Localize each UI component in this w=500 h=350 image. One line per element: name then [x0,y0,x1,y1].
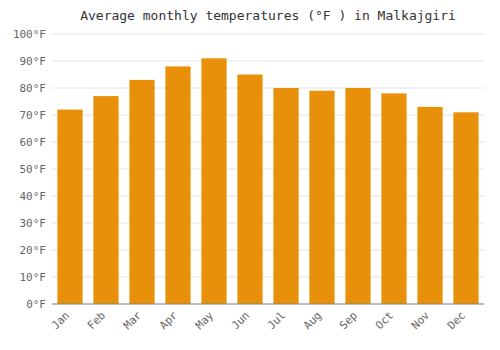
bars [57,58,478,304]
y-grid [52,34,484,304]
bar [345,88,370,304]
y-tick-label: 50°F [20,163,47,176]
bar [273,88,298,304]
chart-container: Average monthly temperatures (°F ) in Ma… [0,0,500,350]
x-tick-labels: Jan Feb Mar Apr May Jun Jul Aug Sep Oct Nov Dec [49,309,468,333]
x-tick-label: Sep [337,309,360,332]
x-tick-label: Jul [265,309,288,332]
y-tick-label: 10°F [20,271,47,284]
y-tick-label: 60°F [20,136,47,149]
y-tick-label: 70°F [20,109,47,122]
bar [129,80,154,304]
x-tick-label: Oct [373,309,396,332]
bar [201,58,226,304]
x-tick-label: Aug [301,309,324,332]
x-tick-label: Nov [409,309,433,333]
bar [309,91,334,304]
x-tick-label: Jun [229,309,252,332]
grid-line [52,304,484,305]
chart: Average monthly temperatures (°F ) in Ma… [0,0,500,350]
x-tick-label: May [193,309,217,333]
y-tick-labels: 0°F 10°F 20°F 30°F 40°F 50°F 60°F 70°F 80°F 90°F 1… [13,28,46,311]
x-tick-label: Dec [445,309,468,332]
y-tick-label: 90°F [20,55,47,68]
y-tick-label: 0°F [26,298,46,311]
grid-line [52,61,484,62]
x-tick-label: Jan [49,309,72,332]
x-axis-line [52,304,484,305]
bar [93,96,118,304]
page: {"chart_data": {"type": "bar", "title": … [0,0,500,350]
x-tick-label: Apr [157,309,181,333]
y-tick-label: 80°F [20,82,47,95]
grid-line [52,88,484,89]
bar [237,75,262,305]
title: Average monthly temperatures (°F ) in Ma… [80,8,456,23]
bar [381,93,406,304]
y-tick-label: 30°F [20,217,47,230]
y-tick-label: 100°F [13,28,46,41]
x-tick-label: Feb [85,309,108,332]
grid-line [52,34,484,35]
x-tick-label: Mar [121,309,145,333]
y-tick-label: 40°F [20,190,47,203]
bar [417,107,442,304]
bar [453,112,478,304]
bar [165,66,190,304]
bar [57,110,82,304]
y-tick-label: 20°F [20,244,47,257]
